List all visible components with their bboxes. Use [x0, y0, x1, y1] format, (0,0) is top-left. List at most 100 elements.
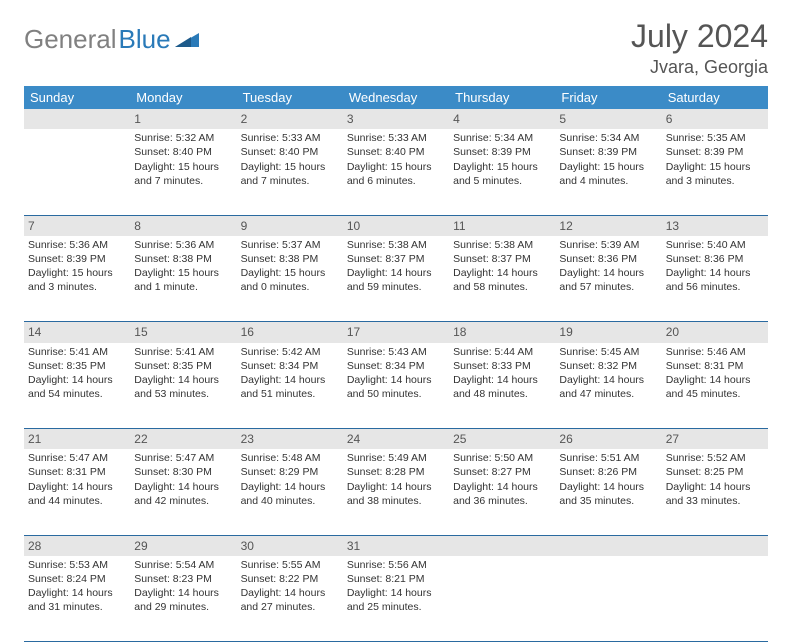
location: Jvara, Georgia [631, 57, 768, 78]
day-number: 29 [130, 535, 236, 556]
daylight-line: Daylight: 14 hours and 58 minutes. [453, 266, 551, 294]
weekday-header: Sunday [24, 86, 130, 109]
day-number: 11 [449, 215, 555, 236]
sunset-line: Sunset: 8:25 PM [666, 465, 764, 479]
weekday-header: Saturday [662, 86, 768, 109]
header: GeneralBlue July 2024 Jvara, Georgia [24, 18, 768, 78]
daylight-line: Daylight: 15 hours and 3 minutes. [28, 266, 126, 294]
sunset-line: Sunset: 8:35 PM [28, 359, 126, 373]
daylight-line: Daylight: 15 hours and 5 minutes. [453, 160, 551, 188]
daylight-line: Daylight: 15 hours and 7 minutes. [134, 160, 232, 188]
logo-mark-icon [175, 29, 199, 52]
sunset-line: Sunset: 8:34 PM [347, 359, 445, 373]
day-cell: Sunrise: 5:36 AMSunset: 8:39 PMDaylight:… [24, 236, 130, 322]
daylight-line: Daylight: 14 hours and 51 minutes. [241, 373, 339, 401]
sunrise-line: Sunrise: 5:48 AM [241, 451, 339, 465]
sunset-line: Sunset: 8:37 PM [347, 252, 445, 266]
day-cell: Sunrise: 5:33 AMSunset: 8:40 PMDaylight:… [343, 129, 449, 215]
sunset-line: Sunset: 8:33 PM [453, 359, 551, 373]
sunset-line: Sunset: 8:38 PM [134, 252, 232, 266]
sunset-line: Sunset: 8:35 PM [134, 359, 232, 373]
day-cell: Sunrise: 5:54 AMSunset: 8:23 PMDaylight:… [130, 556, 236, 642]
weekday-header: Wednesday [343, 86, 449, 109]
sunset-line: Sunset: 8:27 PM [453, 465, 551, 479]
day-cell: Sunrise: 5:33 AMSunset: 8:40 PMDaylight:… [237, 129, 343, 215]
daylight-line: Daylight: 14 hours and 45 minutes. [666, 373, 764, 401]
daylight-line: Daylight: 14 hours and 36 minutes. [453, 480, 551, 508]
sunset-line: Sunset: 8:36 PM [559, 252, 657, 266]
day-number: 5 [555, 109, 661, 129]
day-number: 21 [24, 429, 130, 450]
day-cell: Sunrise: 5:41 AMSunset: 8:35 PMDaylight:… [24, 343, 130, 429]
day-cell: Sunrise: 5:53 AMSunset: 8:24 PMDaylight:… [24, 556, 130, 642]
daylight-line: Daylight: 15 hours and 6 minutes. [347, 160, 445, 188]
sunrise-line: Sunrise: 5:33 AM [241, 131, 339, 145]
day-number: 16 [237, 322, 343, 343]
sunset-line: Sunset: 8:21 PM [347, 572, 445, 586]
sunrise-line: Sunrise: 5:47 AM [28, 451, 126, 465]
sunrise-line: Sunrise: 5:51 AM [559, 451, 657, 465]
daylight-line: Daylight: 15 hours and 1 minute. [134, 266, 232, 294]
sunrise-line: Sunrise: 5:41 AM [28, 345, 126, 359]
weekday-header: Thursday [449, 86, 555, 109]
sunrise-line: Sunrise: 5:52 AM [666, 451, 764, 465]
daylight-line: Daylight: 14 hours and 38 minutes. [347, 480, 445, 508]
day-cell: Sunrise: 5:38 AMSunset: 8:37 PMDaylight:… [343, 236, 449, 322]
calendar-table: SundayMondayTuesdayWednesdayThursdayFrid… [24, 86, 768, 642]
day-number: 8 [130, 215, 236, 236]
day-number: 10 [343, 215, 449, 236]
day-cell: Sunrise: 5:56 AMSunset: 8:21 PMDaylight:… [343, 556, 449, 642]
day-number [24, 109, 130, 129]
day-cell: Sunrise: 5:40 AMSunset: 8:36 PMDaylight:… [662, 236, 768, 322]
sunrise-line: Sunrise: 5:56 AM [347, 558, 445, 572]
logo: GeneralBlue [24, 18, 199, 55]
sunset-line: Sunset: 8:39 PM [453, 145, 551, 159]
day-cell [555, 556, 661, 642]
sunrise-line: Sunrise: 5:39 AM [559, 238, 657, 252]
sunrise-line: Sunrise: 5:33 AM [347, 131, 445, 145]
day-number: 26 [555, 429, 661, 450]
daylight-line: Daylight: 14 hours and 53 minutes. [134, 373, 232, 401]
daylight-line: Daylight: 14 hours and 48 minutes. [453, 373, 551, 401]
day-number: 27 [662, 429, 768, 450]
daylight-line: Daylight: 14 hours and 59 minutes. [347, 266, 445, 294]
sunrise-line: Sunrise: 5:34 AM [559, 131, 657, 145]
day-number: 28 [24, 535, 130, 556]
day-number: 20 [662, 322, 768, 343]
daylight-line: Daylight: 14 hours and 29 minutes. [134, 586, 232, 614]
day-number: 13 [662, 215, 768, 236]
logo-text-gray: General [24, 24, 117, 55]
daylight-line: Daylight: 15 hours and 7 minutes. [241, 160, 339, 188]
calendar-head: SundayMondayTuesdayWednesdayThursdayFrid… [24, 86, 768, 109]
day-number: 25 [449, 429, 555, 450]
daylight-line: Daylight: 14 hours and 27 minutes. [241, 586, 339, 614]
day-cell: Sunrise: 5:44 AMSunset: 8:33 PMDaylight:… [449, 343, 555, 429]
sunset-line: Sunset: 8:36 PM [666, 252, 764, 266]
daylight-line: Daylight: 14 hours and 54 minutes. [28, 373, 126, 401]
day-number: 22 [130, 429, 236, 450]
sunrise-line: Sunrise: 5:47 AM [134, 451, 232, 465]
sunset-line: Sunset: 8:39 PM [28, 252, 126, 266]
daylight-line: Daylight: 14 hours and 44 minutes. [28, 480, 126, 508]
day-cell: Sunrise: 5:36 AMSunset: 8:38 PMDaylight:… [130, 236, 236, 322]
daylight-line: Daylight: 14 hours and 57 minutes. [559, 266, 657, 294]
day-cell: Sunrise: 5:32 AMSunset: 8:40 PMDaylight:… [130, 129, 236, 215]
sunset-line: Sunset: 8:34 PM [241, 359, 339, 373]
day-cell: Sunrise: 5:55 AMSunset: 8:22 PMDaylight:… [237, 556, 343, 642]
sunset-line: Sunset: 8:37 PM [453, 252, 551, 266]
title-block: July 2024 Jvara, Georgia [631, 18, 768, 78]
sunrise-line: Sunrise: 5:50 AM [453, 451, 551, 465]
day-number: 17 [343, 322, 449, 343]
day-cell: Sunrise: 5:50 AMSunset: 8:27 PMDaylight:… [449, 449, 555, 535]
sunrise-line: Sunrise: 5:40 AM [666, 238, 764, 252]
sunset-line: Sunset: 8:26 PM [559, 465, 657, 479]
sunrise-line: Sunrise: 5:46 AM [666, 345, 764, 359]
day-number: 31 [343, 535, 449, 556]
day-cell: Sunrise: 5:37 AMSunset: 8:38 PMDaylight:… [237, 236, 343, 322]
weekday-header: Tuesday [237, 86, 343, 109]
daylight-line: Daylight: 14 hours and 33 minutes. [666, 480, 764, 508]
day-cell: Sunrise: 5:48 AMSunset: 8:29 PMDaylight:… [237, 449, 343, 535]
sunset-line: Sunset: 8:28 PM [347, 465, 445, 479]
sunset-line: Sunset: 8:24 PM [28, 572, 126, 586]
day-number: 18 [449, 322, 555, 343]
